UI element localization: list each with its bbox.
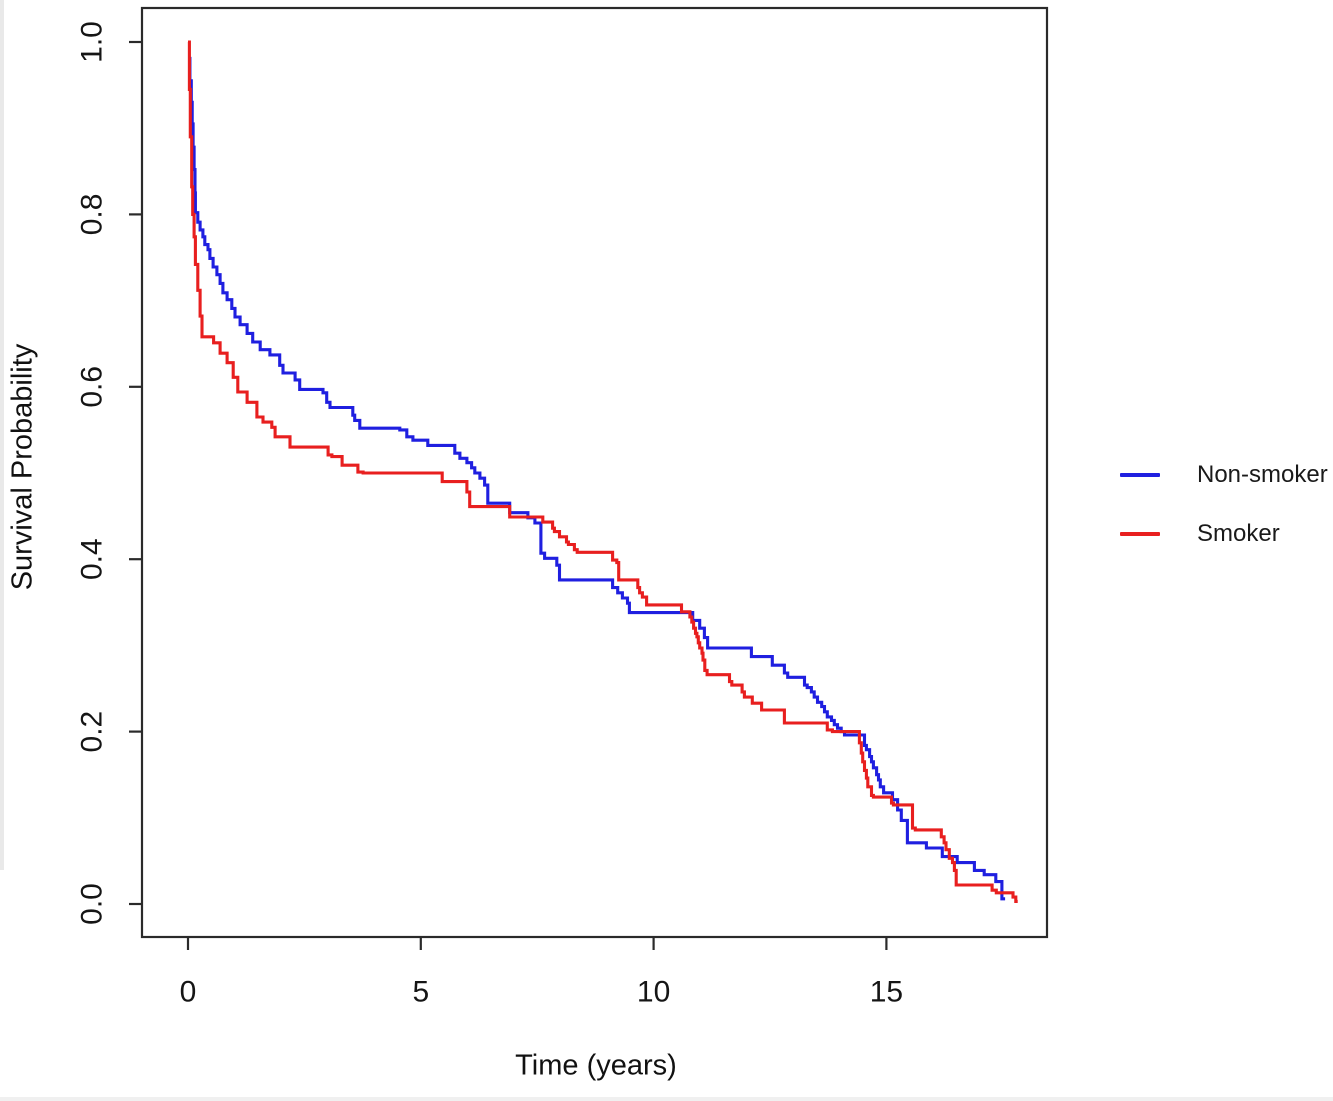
screenshot-bottom-border: [0, 1097, 1333, 1101]
legend-label-non-smoker: Non-smoker: [1197, 460, 1328, 488]
x-tick-label-2: 10: [637, 976, 670, 1009]
y-axis-title: Survival Probability: [6, 343, 39, 591]
x-tick-label-3: 15: [870, 976, 903, 1009]
y-tick-label-2: 0.4: [76, 538, 109, 580]
km-curve-smoker: [187, 40, 1018, 903]
km-curve-non-smoker: [188, 56, 1006, 901]
legend: Non-smoker Smoker: [1120, 445, 1333, 563]
legend-row-smoker: Smoker: [1120, 504, 1333, 563]
y-tick-label-5: 1.0: [76, 21, 109, 63]
y-tick-label-4: 0.8: [76, 194, 109, 236]
legend-label-smoker: Smoker: [1197, 519, 1280, 547]
x-tick-label-1: 5: [412, 976, 429, 1009]
x-tick-label-0: 0: [180, 976, 197, 1009]
y-tick-label-3: 0.6: [76, 366, 109, 408]
non-smoker-line-swatch: [1120, 472, 1160, 477]
y-tick-label-1: 0.2: [76, 711, 109, 753]
plot-frame: [140, 6, 1049, 939]
smoker-line-swatch: [1120, 531, 1160, 536]
legend-row-non-smoker: Non-smoker: [1120, 445, 1333, 504]
x-axis-title: Time (years): [515, 1049, 677, 1082]
y-tick-label-0: 0.0: [76, 883, 109, 925]
screenshot-left-border: [0, 0, 4, 870]
